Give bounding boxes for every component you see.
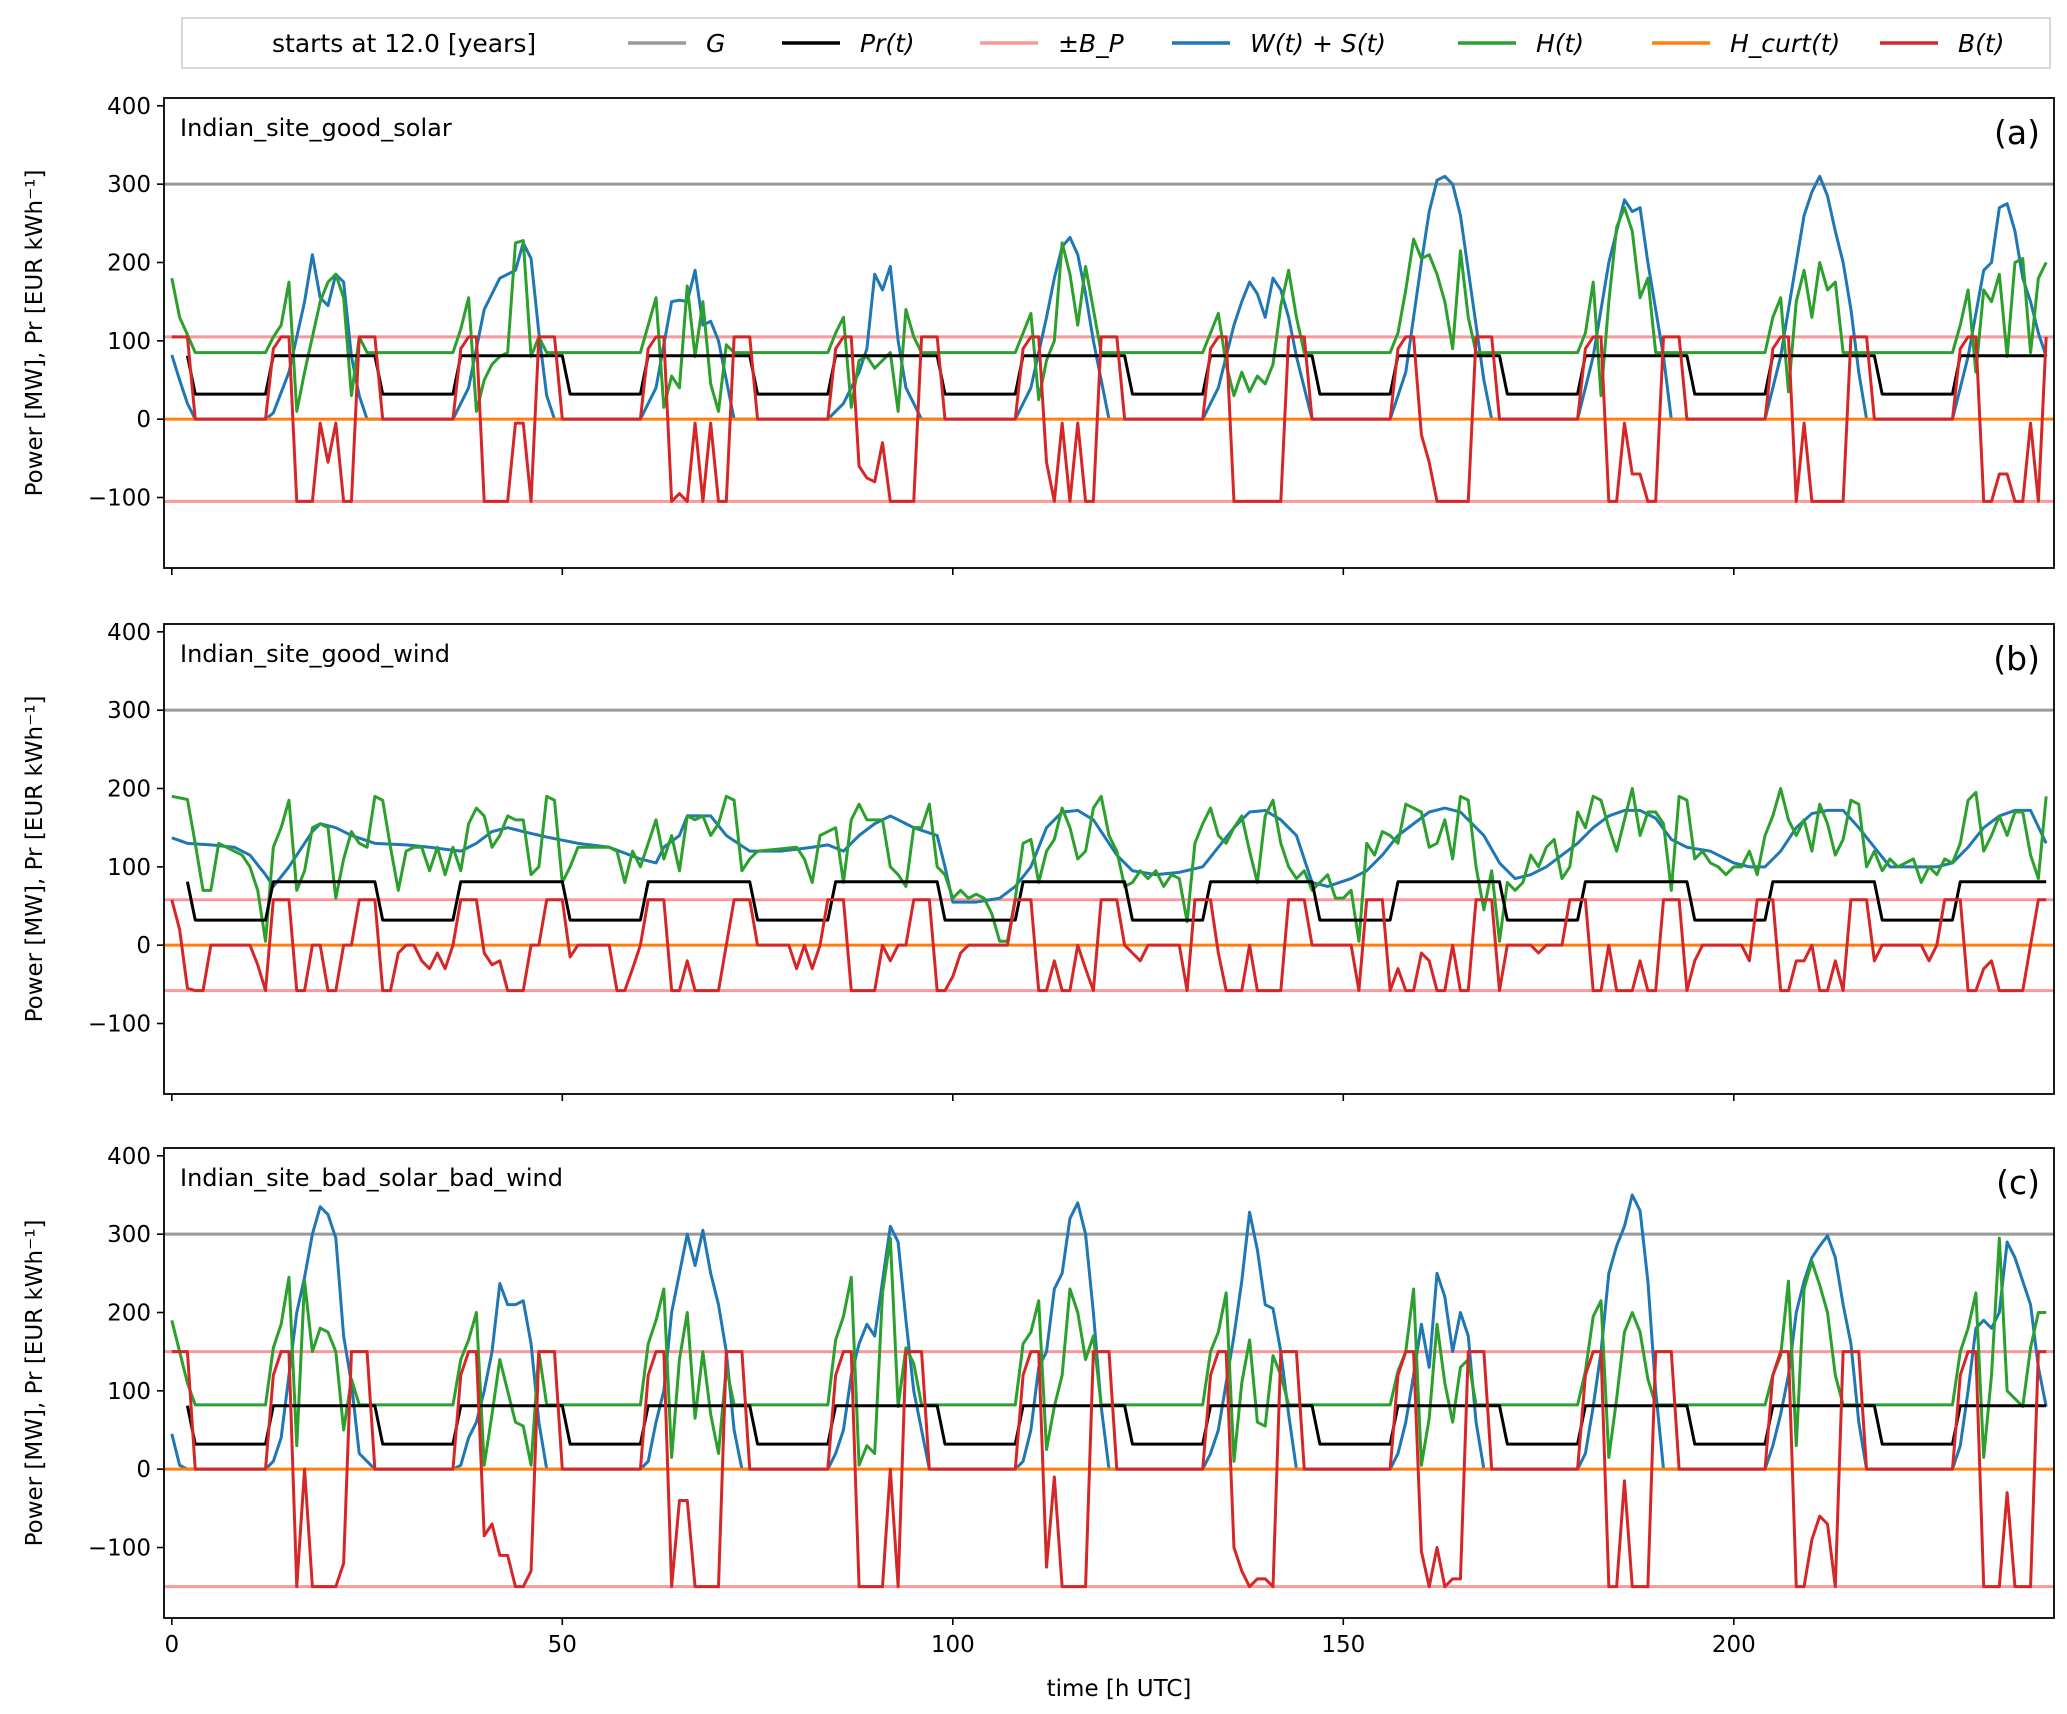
y-tick-label: 100 (107, 855, 151, 881)
legend-label-Pr: Pr(t) (860, 29, 915, 58)
panel-title: Indian_site_good_wind (180, 640, 450, 668)
y-axis-label: Power [MW], Pr [EUR kWh⁻¹] (22, 170, 48, 497)
legend-item-Pr: Pr(t) (782, 29, 915, 58)
panel-title: Indian_site_good_solar (180, 114, 452, 142)
y-tick-label: 200 (107, 1301, 151, 1327)
legend-item-B: B(t) (1880, 29, 2004, 58)
panel-letter: (b) (1993, 639, 2040, 678)
legend-frame (181, 17, 2051, 69)
y-tick-label: 0 (136, 407, 151, 433)
panel-c: −100 0 100 200 300 400 0 50 100 150 200 Indian_site… (22, 1144, 2055, 1702)
y-tick-label: 0 (136, 1457, 151, 1483)
y-tick-label: 300 (107, 698, 151, 724)
panels: −100 0 100 200 300 400 Indian_site_good_solar (… (22, 94, 2055, 1702)
x-tick-label: 0 (164, 1632, 179, 1658)
x-tick-label: 150 (1321, 1632, 1365, 1658)
legend-title: starts at 12.0 [years] (272, 29, 536, 58)
legend-item-Bp: ±B_P (980, 29, 1125, 58)
y-tick-label: 400 (107, 1144, 151, 1170)
panel-b: −100 0 100 200 300 400 Indian_site_good_wind (b… (22, 620, 2055, 1101)
y-tick-label: 0 (136, 933, 151, 959)
legend-item-WS: W(t) + S(t) (1172, 29, 1386, 58)
x-tick-label: 200 (1712, 1632, 1756, 1658)
y-tick-label: −100 (88, 486, 151, 512)
y-axis-label: Power [MW], Pr [EUR kWh⁻¹] (22, 1220, 48, 1547)
axes-frame (163, 1147, 2055, 1619)
legend-label-B: B(t) (1958, 29, 2004, 58)
panel-title: Indian_site_bad_solar_bad_wind (180, 1164, 563, 1192)
panel-letter: (a) (1994, 113, 2040, 152)
legend-item-H: H(t) (1458, 29, 1584, 58)
y-tick-label: 400 (107, 94, 151, 120)
legend-item-G: G (628, 29, 725, 58)
series-B-line (170, 898, 2047, 993)
y-axis-label: Power [MW], Pr [EUR kWh⁻¹] (22, 696, 48, 1023)
legend-label-Hc: H_curt(t) (1730, 29, 1840, 58)
y-tick-label: 200 (107, 777, 151, 803)
plot-area (164, 708, 2054, 993)
y-tick-label: 300 (107, 172, 151, 198)
x-axis-label: time [h UTC] (1047, 1676, 1192, 1702)
series-H-line (171, 787, 2048, 943)
legend-label-Bp: ±B_P (1058, 29, 1125, 58)
legend-label-G: G (706, 29, 725, 58)
y-tick-label: 300 (107, 1222, 151, 1248)
y-tick-label: 400 (107, 620, 151, 646)
y-tick-label: −100 (88, 1536, 151, 1562)
axes-frame (163, 623, 2055, 1095)
series-WS-line (171, 806, 2048, 904)
panel-a: −100 0 100 200 300 400 Indian_site_good_solar (… (22, 94, 2055, 575)
y-tick-label: 100 (107, 1379, 151, 1405)
plot-area (164, 1193, 2054, 1589)
panel-letter: (c) (1996, 1163, 2040, 1202)
series-B-line (171, 1350, 2047, 1589)
x-tick-label: 100 (931, 1632, 975, 1658)
series-H-line (170, 206, 2048, 413)
legend-label-H: H(t) (1536, 29, 1584, 58)
legend-item-Hc: H_curt(t) (1652, 29, 1840, 58)
legend-label-WS: W(t) + S(t) (1250, 29, 1386, 58)
x-tick-label: 50 (548, 1632, 577, 1658)
series-B-line (171, 335, 2048, 503)
series-Pr-line (185, 880, 2047, 922)
plot-area (164, 174, 2054, 503)
axes-frame (163, 97, 2055, 569)
y-tick-label: −100 (88, 1012, 151, 1038)
y-tick-label: 100 (107, 329, 151, 355)
y-tick-label: 200 (107, 251, 151, 277)
legend: starts at 12.0 [years] G Pr(t) ±B_P W(t) + S… (181, 17, 2051, 69)
